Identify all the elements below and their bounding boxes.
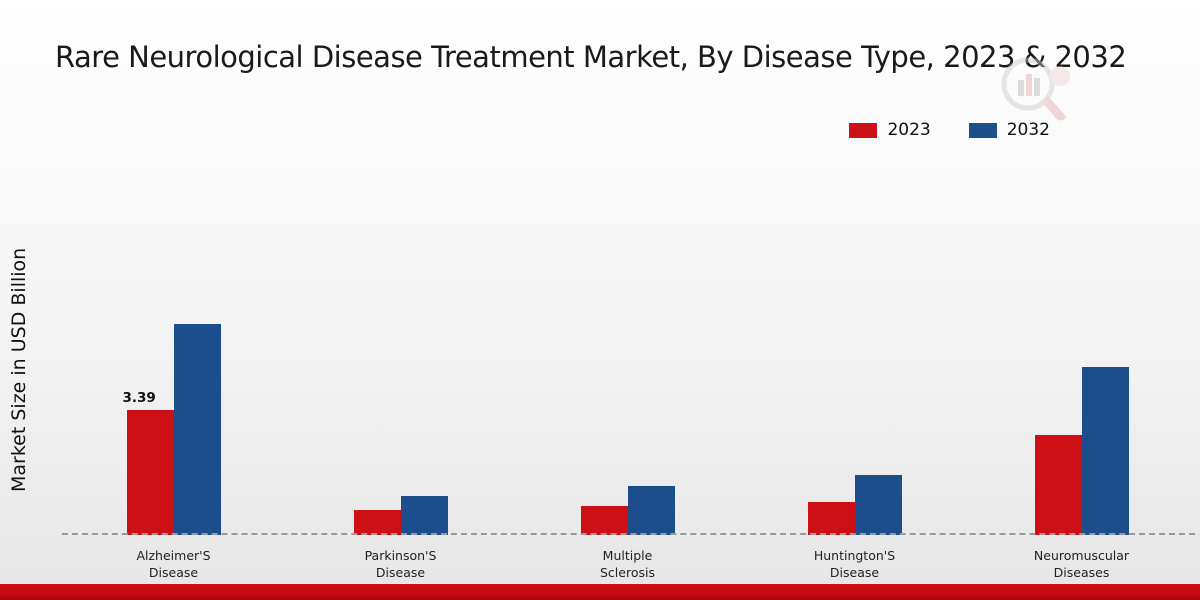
bar-value-label: 3.39: [122, 390, 156, 406]
bar-2032: [400, 496, 448, 535]
plot-area: 3.39: [60, 275, 1195, 535]
legend-swatch-2032: [968, 122, 997, 138]
chart-title: Rare Neurological Disease Treatment Mark…: [55, 40, 1127, 74]
bar-group: [968, 275, 1195, 535]
bar-2023: [580, 506, 628, 535]
bar-2032: [1081, 367, 1129, 535]
legend-item-2023: 2023: [849, 120, 931, 140]
category-label: Multiple Sclerosis: [600, 548, 655, 580]
legend-label-2023: 2023: [887, 120, 931, 140]
category-label: Neuromuscular Diseases: [1033, 548, 1130, 580]
bottom-red-strip: [0, 584, 1200, 600]
bar-2032: [173, 324, 221, 535]
bar-group: [741, 275, 968, 535]
legend: 2023 2032: [849, 120, 1050, 140]
legend-swatch-2023: [849, 122, 878, 138]
category-label: Alzheimer'S Disease: [136, 548, 211, 580]
y-axis-label: Market Size in USD Billion: [8, 247, 30, 493]
bar-2023: [1034, 435, 1082, 535]
bar-group: 3.39: [60, 275, 287, 535]
bar-group: [514, 275, 741, 535]
bar-2023: [353, 510, 401, 535]
bar-2023: 3.39: [123, 390, 174, 535]
bar-2032: [854, 475, 902, 535]
legend-item-2032: 2032: [968, 120, 1050, 140]
bar-group: [287, 275, 514, 535]
category-label: Huntington'S Disease: [813, 548, 896, 580]
x-axis-category-labels: Alzheimer'S Disease Parkinson'S Disease Mu…: [60, 542, 1195, 580]
bar-2023: [807, 502, 855, 535]
category-label: Parkinson'S Disease: [364, 548, 437, 580]
bar-2032: [627, 486, 675, 535]
x-axis-baseline: [62, 533, 1195, 535]
legend-label-2032: 2032: [1006, 120, 1050, 140]
